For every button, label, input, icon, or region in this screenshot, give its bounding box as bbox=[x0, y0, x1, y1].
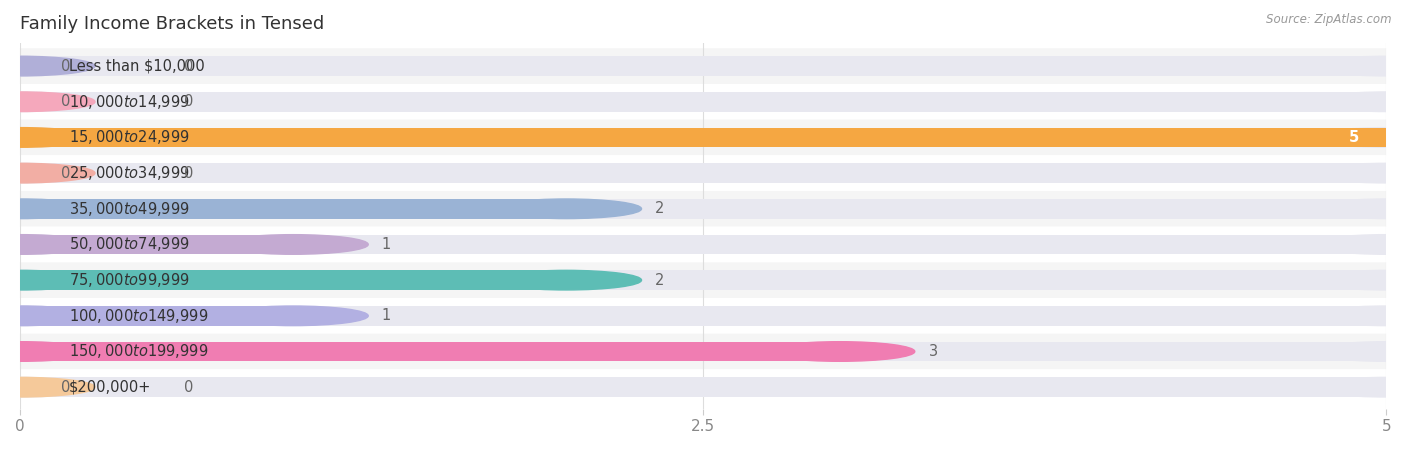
Text: 0: 0 bbox=[60, 166, 70, 180]
Circle shape bbox=[0, 306, 96, 326]
Bar bbox=[20, 342, 1386, 361]
Text: 1: 1 bbox=[382, 308, 391, 323]
Text: 0: 0 bbox=[60, 58, 70, 74]
Text: 1: 1 bbox=[382, 237, 391, 252]
Circle shape bbox=[1310, 270, 1406, 290]
Bar bbox=[20, 199, 567, 219]
Circle shape bbox=[0, 377, 96, 397]
Bar bbox=[20, 235, 1386, 254]
Bar bbox=[20, 270, 567, 290]
Circle shape bbox=[1310, 92, 1406, 111]
Circle shape bbox=[0, 128, 96, 147]
Circle shape bbox=[0, 163, 96, 183]
Circle shape bbox=[1310, 163, 1406, 183]
FancyBboxPatch shape bbox=[20, 84, 1386, 119]
Text: 2: 2 bbox=[655, 273, 665, 288]
Circle shape bbox=[1310, 235, 1406, 254]
Text: 5: 5 bbox=[1348, 130, 1358, 145]
Text: Family Income Brackets in Tensed: Family Income Brackets in Tensed bbox=[20, 15, 323, 33]
Bar bbox=[20, 306, 292, 326]
FancyBboxPatch shape bbox=[20, 191, 1386, 227]
FancyBboxPatch shape bbox=[20, 262, 1386, 298]
Circle shape bbox=[218, 306, 368, 326]
Circle shape bbox=[0, 270, 96, 290]
Text: $75,000 to $99,999: $75,000 to $99,999 bbox=[69, 271, 190, 289]
Text: $10,000 to $14,999: $10,000 to $14,999 bbox=[69, 93, 190, 111]
Circle shape bbox=[491, 270, 641, 290]
Circle shape bbox=[0, 163, 96, 183]
Bar bbox=[20, 92, 1386, 111]
Circle shape bbox=[0, 56, 96, 76]
Bar bbox=[20, 199, 1386, 219]
Text: $100,000 to $149,999: $100,000 to $149,999 bbox=[69, 307, 208, 325]
Text: $50,000 to $74,999: $50,000 to $74,999 bbox=[69, 235, 190, 254]
Circle shape bbox=[1310, 56, 1406, 76]
Circle shape bbox=[0, 199, 96, 219]
Bar bbox=[20, 306, 1386, 326]
Circle shape bbox=[1310, 199, 1406, 219]
Text: 0: 0 bbox=[60, 94, 70, 109]
Text: 0: 0 bbox=[60, 380, 70, 395]
Bar bbox=[20, 163, 1386, 183]
Circle shape bbox=[491, 199, 641, 219]
Bar bbox=[20, 128, 1386, 147]
FancyBboxPatch shape bbox=[20, 155, 1386, 191]
FancyBboxPatch shape bbox=[20, 227, 1386, 262]
Text: 0: 0 bbox=[184, 380, 193, 395]
Bar bbox=[20, 270, 1386, 290]
Circle shape bbox=[218, 235, 368, 254]
Circle shape bbox=[765, 342, 915, 361]
Bar bbox=[20, 377, 1386, 397]
Text: 0: 0 bbox=[184, 166, 193, 180]
Circle shape bbox=[0, 56, 96, 76]
Circle shape bbox=[0, 270, 96, 290]
Circle shape bbox=[1310, 377, 1406, 397]
Text: $35,000 to $49,999: $35,000 to $49,999 bbox=[69, 200, 190, 218]
Text: $25,000 to $34,999: $25,000 to $34,999 bbox=[69, 164, 190, 182]
Text: $15,000 to $24,999: $15,000 to $24,999 bbox=[69, 128, 190, 146]
Circle shape bbox=[0, 235, 96, 254]
Text: $200,000+: $200,000+ bbox=[69, 380, 152, 395]
Bar bbox=[20, 235, 292, 254]
Text: 3: 3 bbox=[928, 344, 938, 359]
Circle shape bbox=[1310, 306, 1406, 326]
Circle shape bbox=[0, 235, 96, 254]
Text: $150,000 to $199,999: $150,000 to $199,999 bbox=[69, 343, 208, 361]
Circle shape bbox=[1310, 128, 1406, 147]
FancyBboxPatch shape bbox=[20, 119, 1386, 155]
Circle shape bbox=[0, 199, 96, 219]
Circle shape bbox=[1310, 342, 1406, 361]
Circle shape bbox=[0, 306, 96, 326]
Text: 0: 0 bbox=[184, 94, 193, 109]
Circle shape bbox=[0, 342, 96, 361]
Text: Less than $10,000: Less than $10,000 bbox=[69, 58, 205, 74]
Bar bbox=[20, 56, 1386, 76]
Circle shape bbox=[0, 377, 96, 397]
Text: Source: ZipAtlas.com: Source: ZipAtlas.com bbox=[1267, 13, 1392, 26]
Circle shape bbox=[0, 92, 96, 111]
FancyBboxPatch shape bbox=[20, 48, 1386, 84]
Text: 2: 2 bbox=[655, 201, 665, 216]
FancyBboxPatch shape bbox=[20, 298, 1386, 334]
Bar bbox=[20, 128, 1386, 147]
Circle shape bbox=[0, 342, 96, 361]
FancyBboxPatch shape bbox=[20, 370, 1386, 405]
FancyBboxPatch shape bbox=[20, 334, 1386, 370]
Text: 0: 0 bbox=[184, 58, 193, 74]
Circle shape bbox=[0, 92, 96, 111]
Circle shape bbox=[0, 128, 96, 147]
Bar bbox=[20, 342, 839, 361]
